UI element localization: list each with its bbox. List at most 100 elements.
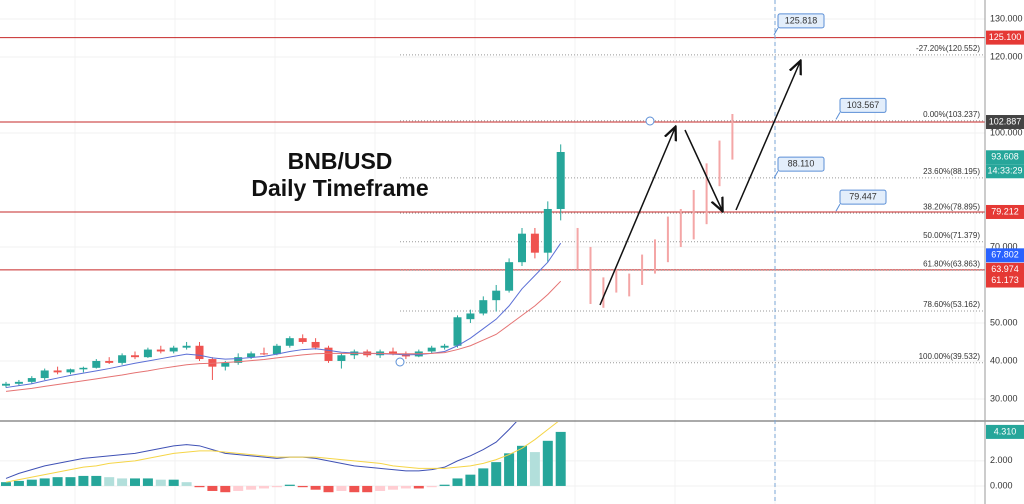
fib-label: 50.00%(71.379)	[923, 231, 980, 240]
macd-histogram-bar	[259, 485, 269, 489]
candle-body	[66, 369, 75, 373]
fib-label: 38.20%(78.895)	[923, 202, 980, 211]
candle-body	[260, 353, 268, 355]
price-tag-label: 61.173	[991, 275, 1019, 285]
macd-histogram-bar	[233, 485, 244, 491]
macd-histogram-bar	[65, 477, 76, 486]
candle-body	[53, 370, 62, 373]
macd-histogram-bar	[155, 479, 166, 486]
candle-body	[492, 290, 501, 301]
price-tag-label: 79.212	[991, 206, 1019, 216]
price-tag	[986, 248, 1024, 263]
macd-histogram-bar	[284, 484, 295, 486]
price-tag-label: 93.608	[991, 152, 1019, 162]
candle-body	[92, 360, 101, 368]
macd-histogram-bar	[207, 485, 218, 491]
macd-histogram-bar	[413, 485, 424, 489]
fib-label: 23.60%(88.195)	[923, 167, 980, 176]
candle-body	[505, 262, 514, 291]
candle-body	[182, 345, 191, 348]
macd-histogram-bar	[375, 485, 386, 491]
chart-title: BNB/USD	[288, 148, 393, 174]
arrow	[735, 62, 800, 211]
y-tick-label: 100.000	[990, 127, 1023, 137]
y-tick-label: 50.000	[990, 317, 1018, 327]
macd-histogram-bar	[426, 485, 437, 488]
candle-body	[556, 151, 565, 209]
anchor-point	[645, 116, 655, 126]
candle-body	[40, 370, 49, 379]
candle-body	[118, 355, 127, 363]
macd-histogram-bar	[194, 485, 205, 488]
candle-body	[311, 341, 320, 348]
candle-body	[221, 362, 230, 367]
macd-histogram-bar	[104, 477, 115, 486]
candle-body	[156, 349, 165, 352]
macd-histogram-bar	[362, 485, 373, 493]
y-tick-label: 130.000	[990, 13, 1023, 23]
candle-body	[518, 233, 526, 263]
macd-histogram-bar	[388, 485, 398, 490]
candle-body	[427, 347, 436, 352]
candle-body	[298, 338, 307, 342]
macd-histogram-bar	[181, 482, 192, 486]
macd-histogram-bar	[297, 485, 308, 488]
candle-body	[389, 351, 397, 355]
macd-pane	[1, 422, 566, 493]
candle-body	[195, 345, 204, 360]
candle-body	[14, 381, 23, 384]
callout-box	[777, 156, 825, 172]
callout-box	[839, 97, 887, 113]
macd-histogram-bar	[52, 477, 63, 486]
signal-line	[5, 422, 559, 483]
arrow	[599, 128, 675, 306]
y-tick-label: 0.000	[990, 480, 1013, 490]
moving-average	[5, 280, 562, 392]
macd-histogram-bar	[400, 485, 411, 489]
macd-histogram-bar	[504, 453, 515, 486]
candle-body	[440, 345, 449, 348]
fib-label: 0.00%(103.237)	[923, 110, 980, 119]
macd-histogram-bar	[349, 485, 360, 493]
candle-body	[131, 355, 139, 358]
candle-body	[234, 357, 243, 363]
fib-label: 100.00%(39.532)	[919, 352, 981, 361]
fib-label: 78.60%(53.162)	[923, 300, 980, 309]
candle-body	[27, 378, 36, 382]
price-tag	[986, 262, 1024, 277]
candle-body	[272, 345, 281, 355]
macd-histogram-bar	[517, 445, 527, 486]
macd-histogram-bar	[246, 485, 257, 490]
macd-histogram-bar	[529, 452, 540, 486]
callout-box	[777, 13, 825, 29]
price-tag-label: 102.887	[989, 116, 1022, 126]
candle-body	[2, 383, 10, 386]
macd-tag-label: 4.310	[994, 426, 1017, 436]
callout-pointer	[835, 203, 841, 212]
candle-body	[79, 367, 88, 370]
y-tick-label: 120.000	[990, 51, 1023, 61]
price-pane: -27.20%(120.552) 0.00%(103.237) 23.60%(88.…	[0, 37, 985, 392]
y-tick-label: 30.000	[990, 393, 1018, 403]
macd-histogram-bar	[39, 478, 50, 486]
macd-histogram-bar	[336, 485, 347, 491]
y-tick-label: 2.000	[990, 455, 1013, 465]
candle-body	[543, 208, 552, 253]
macd-histogram-bar	[439, 484, 450, 486]
moving-average	[5, 242, 562, 389]
chart-subtitle: Daily Timeframe	[251, 175, 428, 201]
macd-histogram-bar	[168, 479, 179, 486]
macd-histogram-bar	[323, 485, 334, 493]
candle-body	[285, 338, 294, 346]
macd-histogram-bar	[91, 475, 102, 486]
candle-body	[466, 313, 475, 320]
candle-body	[169, 347, 178, 352]
callout-pointer	[835, 112, 841, 120]
callout-label: 103.567	[847, 100, 880, 110]
price-tag	[986, 150, 1024, 165]
fib-label: -27.20%(120.552)	[916, 44, 980, 53]
macd-histogram-bar	[220, 485, 231, 493]
